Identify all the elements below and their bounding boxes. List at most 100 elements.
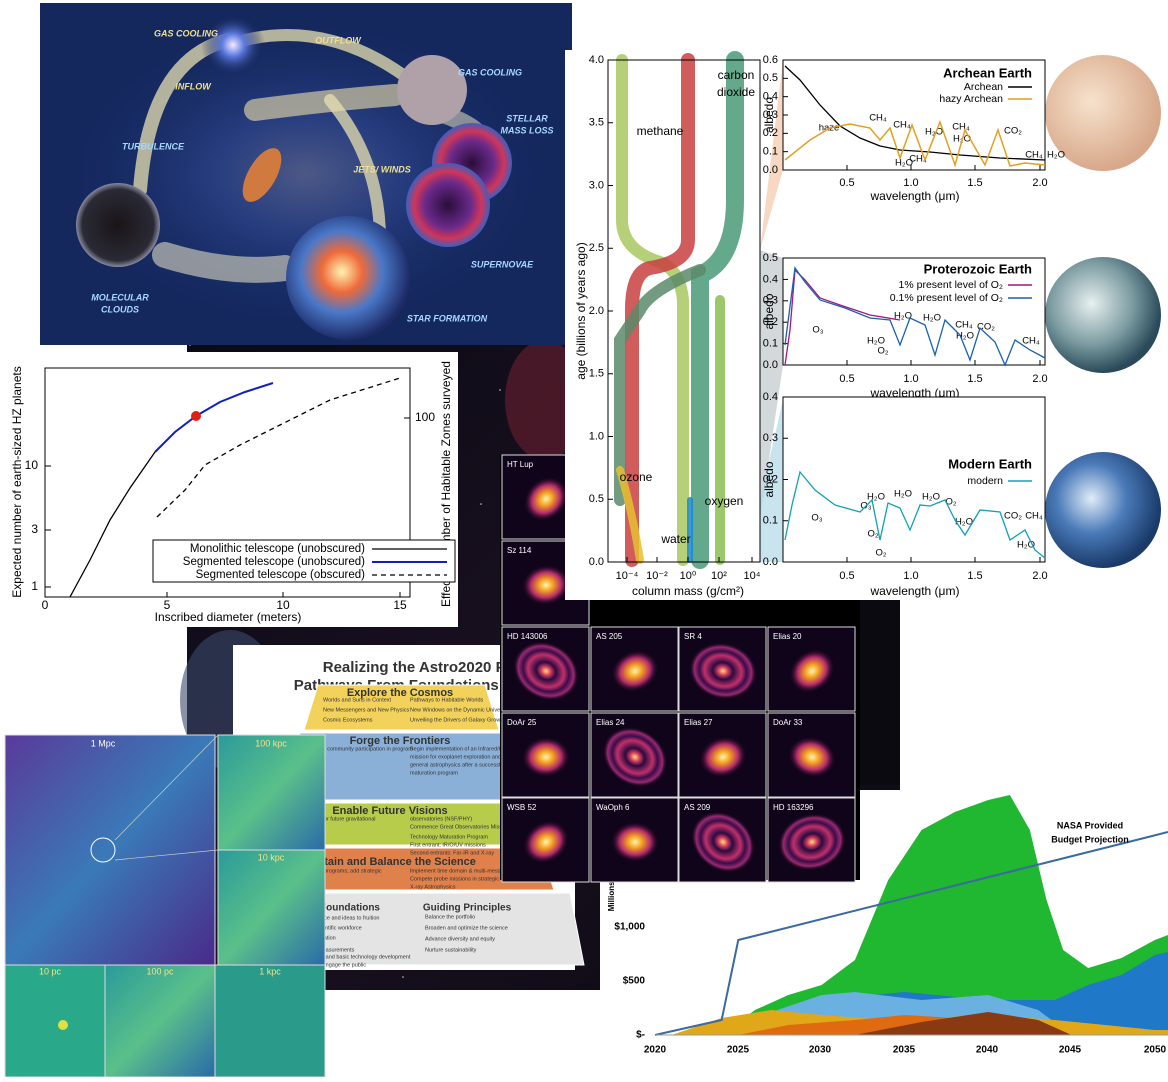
- y-axis-label: albedo: [762, 293, 776, 329]
- y-tick-label: 1.5: [589, 368, 604, 380]
- tier-item: Second entrants: Far-IR and X-ray: [410, 850, 494, 856]
- x-tick-label: 1.5: [967, 570, 982, 582]
- band-annotation: O₂: [875, 548, 886, 559]
- tier-item: Technology Maturation Program: [410, 834, 488, 840]
- x-tick-label: 2.0: [1032, 570, 1047, 582]
- y-tick-label: 0.5: [763, 252, 778, 264]
- x-tick-label: 10²: [711, 570, 727, 582]
- band-annotation: H₂O: [923, 313, 941, 324]
- star: [499, 389, 501, 391]
- tier-item: First entrant: IR/O/UV missions: [410, 842, 486, 848]
- tier-item: Worlds and Suns in Context: [323, 697, 392, 703]
- band-annotation: O₂: [877, 346, 888, 357]
- tier-heading: Sustain and Balance the Science: [304, 856, 476, 868]
- species-label: oxygen: [705, 494, 744, 508]
- band-annotation: CH₄: [952, 122, 970, 133]
- tier-item: Broaden and optimize the science: [425, 925, 508, 931]
- planet: [1045, 257, 1161, 373]
- x-tick-label: 15: [393, 598, 407, 612]
- disk-name: SR 4: [684, 632, 702, 641]
- y-tick-label: 4.0: [589, 54, 604, 66]
- species-label: carbon: [718, 68, 755, 82]
- y-tick-label: 0.1: [763, 515, 778, 527]
- sim-panel: [218, 735, 325, 850]
- legend-label: Archean: [964, 81, 1003, 93]
- y2-tick-label: 100: [415, 410, 435, 424]
- legend-label: Monolithic telescope (unobscured): [190, 543, 365, 555]
- tier-item: ence and ideas to fruition: [318, 915, 379, 921]
- sim-panel: [105, 965, 215, 1077]
- cycle-label: JETS/ WINDS: [353, 164, 411, 174]
- disk-name: Sz 114: [507, 546, 532, 555]
- y-tick-label: $1,000: [614, 922, 645, 933]
- x-tick-label: 2045: [1059, 1045, 1082, 1056]
- panel-title: Proterozoic Earth: [924, 261, 1032, 276]
- band-annotation: CH₄: [1025, 511, 1043, 522]
- x-tick-label: 2030: [809, 1045, 832, 1056]
- x-axis-label: wavelength (μm): [870, 189, 960, 203]
- annotation: NASA Provided: [1057, 820, 1123, 830]
- band-annotation: CO₂: [1004, 126, 1022, 137]
- scale-label: 10 kpc: [258, 852, 285, 862]
- tier-item: Commence Great Observatories Mission: [410, 824, 509, 830]
- y-tick-label: 0.0: [763, 359, 778, 371]
- y-tick-label: 3.0: [589, 179, 604, 191]
- planet: [1045, 452, 1161, 568]
- legend-label: Segmented telescope (unobscured): [183, 556, 365, 568]
- scale-label: 100 kpc: [255, 738, 287, 748]
- tier-item: Cosmic Ecosystems: [323, 717, 373, 723]
- x-tick-label: 2040: [976, 1045, 999, 1056]
- x-tick-label: 1.0: [903, 177, 918, 189]
- y-tick-label: 0.6: [763, 54, 778, 66]
- x-tick-label: 10⁴: [744, 570, 761, 582]
- band-annotation: O₃: [812, 325, 823, 336]
- cycle-label: GAS COOLING: [154, 28, 218, 38]
- disk-name: WaOph 6: [596, 803, 630, 812]
- tier-item: general astrophysics after a successful: [410, 762, 505, 768]
- species-label: dioxide: [717, 85, 755, 99]
- tier-item: Advance diversity and equity: [425, 936, 495, 942]
- x-tick-label: 0.5: [839, 570, 854, 582]
- y-axis-label: albedo: [762, 461, 776, 497]
- x-axis-label: wavelength (μm): [870, 584, 960, 598]
- band-annotation: CH₄: [893, 120, 911, 131]
- x-tick-label: 2.0: [1032, 373, 1047, 385]
- star: [480, 503, 482, 505]
- band-annotation: H₂O: [956, 331, 974, 342]
- species-label: methane: [637, 124, 684, 138]
- disk-name: Elias 20: [773, 632, 802, 641]
- tier-item: Nurture sustainability: [425, 947, 477, 953]
- y-tick-label: 10: [25, 458, 39, 472]
- disk-name: AS 205: [596, 632, 623, 641]
- band-annotation: H₂O: [894, 489, 912, 500]
- scale-label: 10 pc: [39, 966, 62, 976]
- sim-panel: [215, 965, 325, 1077]
- x-tick-label: 0: [42, 598, 49, 612]
- cycle-label: STAR FORMATION: [407, 313, 488, 323]
- species-label: water: [660, 532, 690, 546]
- tier-heading: Enable Future Visions: [332, 805, 447, 817]
- legend-label: modern: [967, 475, 1003, 487]
- sim-main: [5, 735, 215, 965]
- y-tick-label: $-: [636, 1030, 645, 1041]
- star-formation: [286, 216, 410, 340]
- y-tick-label: 1.0: [589, 430, 604, 442]
- band-annotation: H₂O: [867, 492, 885, 503]
- band-annotation: CO₂: [1004, 511, 1022, 522]
- sim-panel: [218, 850, 325, 965]
- band-annotation: O₂: [945, 497, 956, 508]
- y-tick-label: 0.0: [763, 164, 778, 176]
- x-tick-label: 10⁻²: [646, 570, 668, 582]
- y-tick-label: 0.4: [763, 391, 778, 403]
- tier-item: maturation program: [410, 770, 458, 776]
- x-tick-label: 0.5: [839, 373, 854, 385]
- y-tick-label: 0.0: [763, 556, 778, 568]
- x-axis-label: column mass (g/cm²): [632, 584, 744, 598]
- disk-name: HT Lup: [507, 460, 534, 469]
- x-tick-label: 0.5: [839, 177, 854, 189]
- legend-label: 0.1% present level of O₂: [890, 292, 1003, 304]
- x-tick-label: 1.5: [967, 177, 982, 189]
- band-annotation: O₂: [867, 529, 878, 540]
- disk-gallery-ext: [860, 600, 900, 785]
- gas-cloud: [201, 13, 265, 77]
